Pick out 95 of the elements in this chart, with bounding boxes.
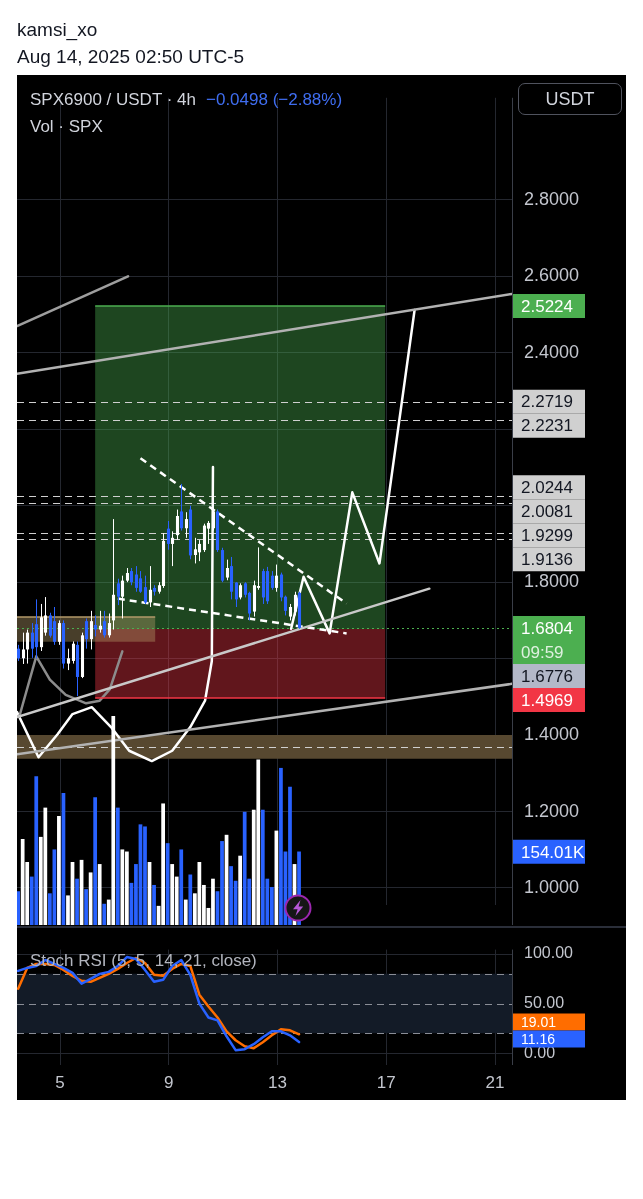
bar (256, 759, 261, 925)
candlestick (274, 564, 279, 593)
x-tick-label: 9 (164, 1072, 174, 1092)
candlestick (102, 610, 107, 639)
bar (75, 878, 79, 925)
candlestick (143, 575, 148, 605)
ref-line-label: 2.0081 (521, 501, 573, 521)
x-tick-label: 17 (376, 1072, 396, 1092)
y-tick-label: 2.6000 (524, 265, 580, 286)
text: 1.6776 (521, 666, 573, 686)
y-tick-label: 2.4000 (524, 341, 580, 362)
bar (188, 874, 193, 925)
candlestick (193, 537, 198, 564)
bar (170, 864, 175, 925)
y-tick-label: 1.8000 (524, 571, 580, 592)
candlestick (184, 511, 189, 539)
text: 19.01 (521, 1013, 557, 1030)
candlestick (175, 509, 180, 541)
bar (93, 797, 98, 925)
bar (183, 899, 188, 925)
candlestick (283, 595, 288, 616)
candlestick (57, 619, 62, 646)
candlestick (52, 606, 57, 646)
candlestick (197, 539, 202, 562)
x-tick-label: 5 (55, 1072, 65, 1092)
bar (165, 843, 170, 925)
candlestick (166, 520, 171, 551)
candlestick (170, 530, 175, 567)
y-tick-label: 1.0000 (524, 876, 580, 897)
text: 1.4969 (521, 690, 573, 710)
x-tick-label: 13 (268, 1072, 287, 1092)
candlestick (84, 617, 89, 650)
candlestick (98, 610, 103, 634)
candlestick (93, 614, 98, 637)
candlestick (89, 610, 94, 650)
text: 09:59 (521, 642, 564, 662)
candlestick (30, 622, 35, 659)
bar (238, 855, 243, 925)
y-tick-label: 1.2000 (524, 800, 580, 821)
candlestick (21, 632, 26, 665)
candlestick (66, 648, 71, 671)
text: 154.01K (521, 842, 585, 862)
legend-label: 1.9136 (521, 549, 573, 569)
candlestick (138, 570, 143, 594)
candlestick (116, 578, 121, 606)
y-tick-label: 100.00 (524, 944, 574, 962)
bar (143, 826, 147, 925)
chart-title: Vol · SPX (30, 117, 103, 136)
bar (197, 861, 202, 925)
bar (279, 767, 283, 925)
ref-line-label: 2.2231 (521, 416, 573, 436)
bar (84, 889, 88, 925)
candlestick (270, 570, 275, 591)
chart-title: SPX6900 / USDT · 4h (30, 90, 196, 109)
text: 11.16 (521, 1030, 556, 1047)
bar (120, 849, 125, 925)
ref-line-label: 1.9299 (521, 525, 573, 545)
candlestick (293, 591, 298, 616)
y-tick-label: 2.8000 (524, 188, 580, 209)
y-tick-label: 1.4000 (524, 724, 580, 745)
candlestick (25, 629, 30, 665)
bar (242, 811, 247, 925)
unit-button: USDT (518, 83, 622, 115)
bar (229, 866, 233, 925)
bar (152, 884, 156, 925)
bar (20, 838, 25, 925)
bar (34, 776, 39, 925)
chart-subtitle: −0.0498 (−2.88%) (206, 90, 343, 109)
bar (17, 891, 20, 925)
candlestick (134, 565, 139, 593)
ref-line-label: 1.6804 (521, 618, 573, 638)
bar (43, 807, 48, 925)
ref-line-label: 2.2719 (521, 392, 573, 412)
bar (102, 903, 107, 925)
bar (260, 809, 265, 925)
candlestick (279, 572, 284, 602)
candlestick (48, 612, 53, 639)
text: Aug 14, 2025 02:50 UTC-5 (17, 46, 245, 68)
bar (97, 864, 102, 925)
bar (115, 807, 120, 925)
candlestick (179, 483, 184, 532)
candlestick (107, 613, 112, 639)
candlestick (34, 598, 39, 660)
candlestick (225, 559, 230, 581)
bar (57, 815, 61, 925)
bar (161, 803, 165, 925)
text: kamsi_xo (17, 19, 98, 41)
candlestick (71, 640, 76, 665)
x-tick-label: 21 (485, 1072, 505, 1092)
bar (211, 878, 215, 925)
bar (179, 849, 184, 925)
text: 2.5224 (521, 296, 573, 316)
ref-line-label: 2.0244 (521, 477, 573, 497)
bar (220, 841, 224, 925)
y-tick-label: 50.00 (524, 993, 565, 1011)
